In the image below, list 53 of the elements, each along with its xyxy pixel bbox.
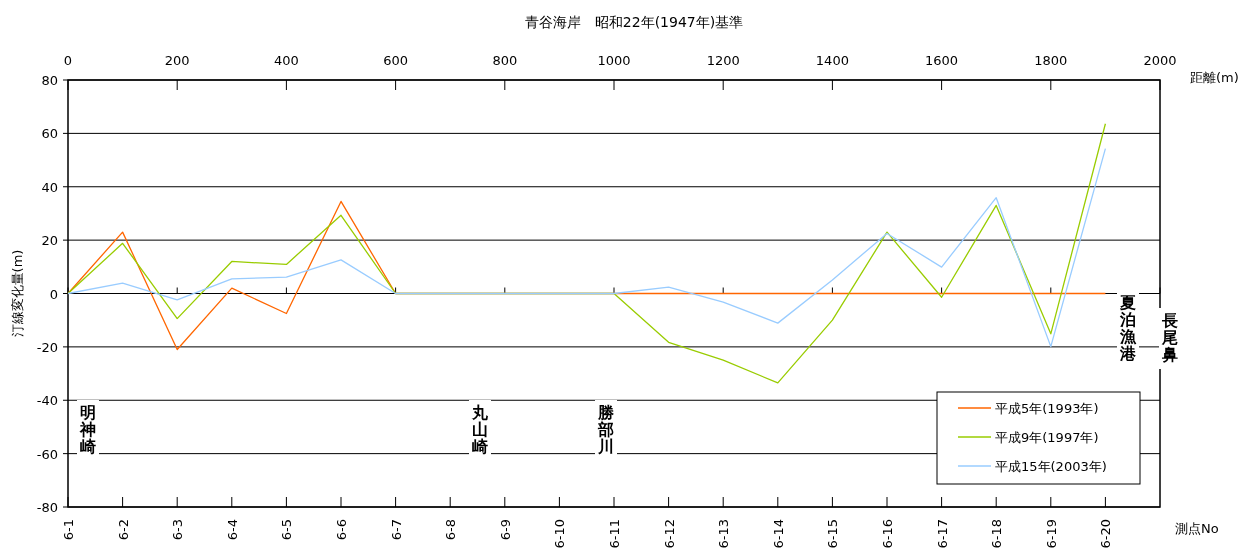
x-tick-label: 6-6 — [334, 519, 349, 541]
x-tick-label: 6-17 — [934, 519, 950, 549]
x2-tick-label: 1400 — [815, 53, 849, 68]
x-tick-label: 6-3 — [170, 519, 186, 541]
y-tick-label: 40 — [41, 179, 58, 195]
x2-tick-label: 0 — [63, 53, 73, 68]
y-tick-label: -60 — [36, 446, 58, 462]
x2-tick-label: 400 — [273, 53, 299, 68]
y-axis-title: 汀線変化量(m) — [10, 249, 25, 338]
x-tick-label: 6-9 — [497, 519, 513, 541]
legend-label: 平成15年(2003年) — [995, 459, 1107, 474]
x-tick-label: 6-10 — [552, 519, 568, 549]
x-tick-label: 6-8 — [443, 519, 459, 541]
y-tick-label: 80 — [41, 73, 58, 88]
chart-title: 青谷海岸 昭和22年(1947年)基準 — [524, 14, 744, 30]
x2-tick-label: 200 — [164, 53, 190, 68]
x2-tick-label: 1200 — [706, 53, 740, 68]
y-tick-label: -80 — [36, 500, 58, 515]
x-tick-label: 6-13 — [716, 519, 732, 549]
x2-tick-label: 1800 — [1034, 53, 1068, 68]
y-tick-label: 0 — [49, 286, 58, 302]
legend-label: 平成9年(1997年) — [995, 430, 1099, 445]
x-tick-label: 6-11 — [607, 519, 622, 549]
x-tick-label: 6-4 — [224, 519, 240, 541]
x2-tick-label: 2000 — [1143, 53, 1177, 68]
annotation: 明神崎 — [79, 403, 96, 456]
legend-label: 平成5年(1993年) — [995, 401, 1099, 416]
x-tick-label: 6-18 — [989, 519, 1005, 549]
x2-tick-label: 600 — [383, 53, 409, 68]
x-tick-label: 6-1 — [61, 519, 76, 541]
annotation: 丸山崎 — [471, 403, 488, 456]
annotation: 長尾鼻 — [1159, 308, 1181, 369]
x-tick-label: 6-15 — [825, 519, 841, 549]
x-tick-label: 6-16 — [880, 519, 895, 549]
x2-tick-label: 800 — [492, 53, 518, 68]
y-tick-label: 60 — [41, 126, 58, 142]
x-tick-label: 6-14 — [770, 519, 786, 549]
line-series — [67, 147, 1107, 348]
x-tick-label: 6-7 — [388, 519, 404, 541]
annotation: 夏泊漁港 — [1119, 293, 1137, 363]
x-tick-label: 6-19 — [1043, 519, 1059, 549]
x2-tick-label: 1600 — [925, 53, 959, 68]
x2-axis-title: 距離(m) — [1190, 70, 1239, 85]
x-axis-title: 測点No — [1175, 521, 1219, 536]
x-tick-label: 6-20 — [1098, 519, 1114, 549]
x2-tick-label: 1000 — [597, 53, 631, 68]
x-tick-label: 6-12 — [661, 519, 677, 549]
y-tick-label: 20 — [41, 233, 58, 249]
x-tick-label: 6-5 — [279, 519, 295, 541]
y-tick-label: -20 — [36, 339, 58, 355]
y-tick-label: -40 — [36, 393, 58, 409]
x-tick-label: 6-2 — [115, 519, 131, 541]
annotation: 勝部川 — [597, 403, 615, 456]
